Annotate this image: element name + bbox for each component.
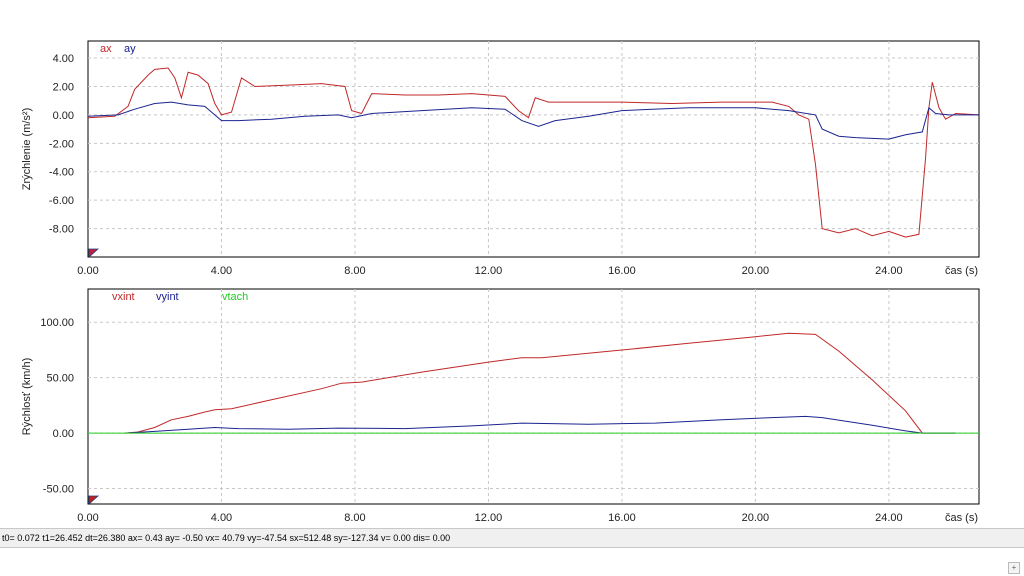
y-tick-label: 50.00 <box>46 373 74 385</box>
y-tick-label: 100.00 <box>40 317 74 329</box>
x-tick-label: 12.00 <box>475 512 503 524</box>
x-tick-label: 8.00 <box>344 512 365 524</box>
y-axis-label: Rýchlosť (km/h) <box>21 358 33 435</box>
y-tick-label: 2.00 <box>53 81 74 93</box>
series-line-ay <box>88 101 979 140</box>
y-tick-label: 4.00 <box>53 53 74 65</box>
chart-panel-2: 0.00 4.00 8.00 12.00 16.00 20.00 24.00 100.00 50… <box>21 288 980 524</box>
x-tick-label: 4.00 <box>211 512 232 524</box>
chart-panel-1: 0.00 4.00 8.00 12.00 16.00 20.00 24.00 4.00 2.00… <box>21 40 980 277</box>
x-tick-label: 4.00 <box>211 265 232 277</box>
x-tick-label: 20.00 <box>742 265 770 277</box>
cursor-marker[interactable] <box>88 248 100 258</box>
legend-entry-vyint: vyint <box>156 291 179 303</box>
x-tick-label: 0.00 <box>77 512 98 524</box>
plot-frame <box>87 40 980 258</box>
x-axis-label: čas (s) <box>945 512 978 524</box>
y-tick-label: -2.00 <box>49 138 74 150</box>
x-tick-label: 0.00 <box>77 265 98 277</box>
plot-frame <box>87 288 980 505</box>
x-tick-label: 24.00 <box>875 265 903 277</box>
x-tick-label: 16.00 <box>608 265 636 277</box>
series-line-vxint <box>124 332 956 434</box>
x-tick-label: 20.00 <box>742 512 770 524</box>
legend-entry-vtach: vtach <box>222 291 248 303</box>
legend-entry-ay: ay <box>124 43 136 55</box>
y-tick-label: -4.00 <box>49 167 74 179</box>
y-tick-label: -50.00 <box>43 483 74 495</box>
x-axis-label: čas (s) <box>945 265 978 277</box>
x-tick-label: 12.00 <box>475 265 503 277</box>
x-tick-label: 8.00 <box>344 265 365 277</box>
resize-button[interactable]: + <box>1008 562 1020 574</box>
y-tick-label: -6.00 <box>49 195 74 207</box>
series-line-vyint <box>124 415 956 434</box>
y-tick-label: 0.00 <box>53 110 74 122</box>
series-line-ax <box>88 67 979 238</box>
status-readout: t0= 0.072 t1=26.452 dt=26.380 ax= 0.43 a… <box>2 533 451 543</box>
y-tick-label: 0.00 <box>53 428 74 440</box>
x-tick-label: 16.00 <box>608 512 636 524</box>
chart-area: 0.00 4.00 8.00 12.00 16.00 20.00 24.00 4.00 2.00… <box>21 40 980 524</box>
y-axis-label: Zrýchlenie (m/s²) <box>21 108 33 191</box>
status-bar: t0= 0.072 t1=26.452 dt=26.380 ax= 0.43 a… <box>0 528 1024 548</box>
x-tick-label: 24.00 <box>875 512 903 524</box>
legend-entry-ax: ax <box>100 43 112 55</box>
cursor-marker[interactable] <box>88 495 100 505</box>
legend-entry-vxint: vxint <box>112 291 135 303</box>
y-tick-label: -8.00 <box>49 224 74 236</box>
